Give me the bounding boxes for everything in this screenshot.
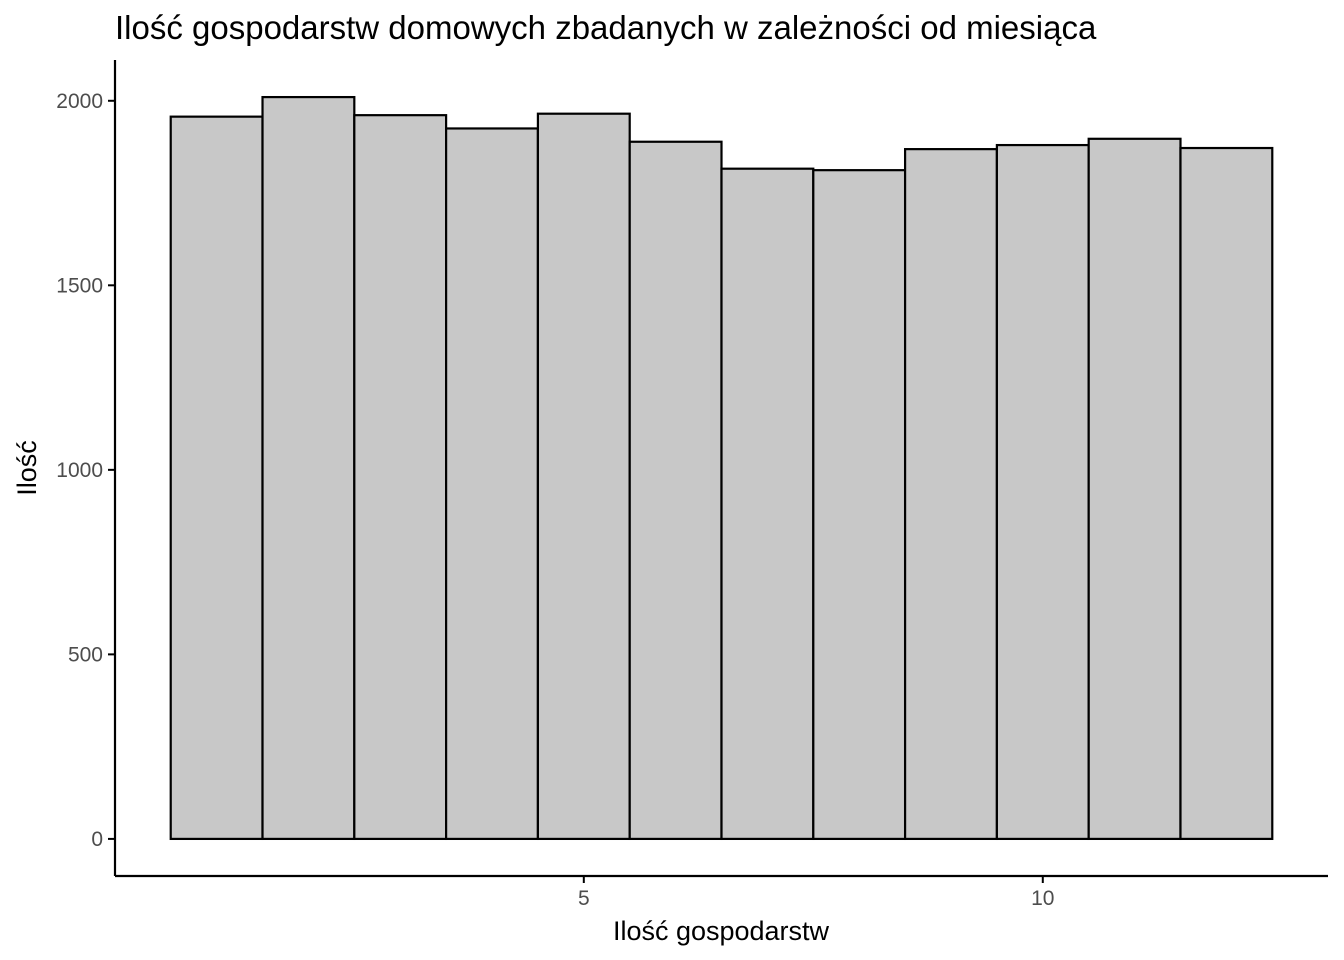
- histogram-bar-8: [812, 169, 907, 841]
- y-tick-label: 2000: [56, 90, 103, 113]
- y-tick-label: 1000: [56, 459, 103, 482]
- histogram-bar-12: [1179, 146, 1274, 841]
- histogram-bar-9: [903, 148, 998, 841]
- histogram-bar-1: [169, 115, 264, 841]
- histogram-bar-3: [353, 114, 448, 841]
- x-tick-label: 5: [578, 887, 590, 910]
- histogram-bar-11: [1087, 137, 1182, 841]
- y-axis-title: Ilość: [12, 440, 42, 496]
- histogram-bar-4: [445, 127, 540, 841]
- x-axis-title: Ilość gospodarstw: [613, 916, 830, 946]
- axes-layer: 0 500 1000 1500 2000 5 10: [56, 60, 1328, 910]
- histogram-bar-5: [536, 112, 631, 841]
- y-tick-label: 0: [91, 828, 103, 851]
- y-tick-label: 500: [68, 643, 103, 666]
- histogram-bar-2: [261, 95, 356, 841]
- x-tick-label: 10: [1031, 887, 1054, 910]
- chart-title: Ilość gospodarstw domowych zbadanych w z…: [115, 9, 1097, 46]
- histogram-bar-7: [720, 167, 815, 841]
- y-tick-label: 1500: [56, 274, 103, 297]
- histogram-bar-10: [995, 143, 1090, 841]
- bars-layer: [169, 95, 1274, 841]
- histogram-bar-6: [628, 140, 723, 841]
